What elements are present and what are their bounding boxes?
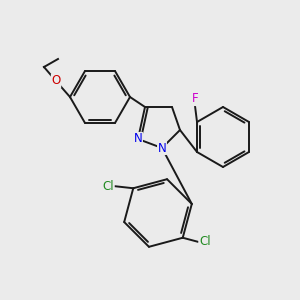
Text: O: O: [51, 74, 61, 88]
Text: N: N: [158, 142, 166, 154]
Text: Cl: Cl: [102, 180, 114, 193]
Text: N: N: [134, 133, 142, 146]
Text: Cl: Cl: [199, 235, 211, 248]
Text: F: F: [192, 92, 198, 106]
